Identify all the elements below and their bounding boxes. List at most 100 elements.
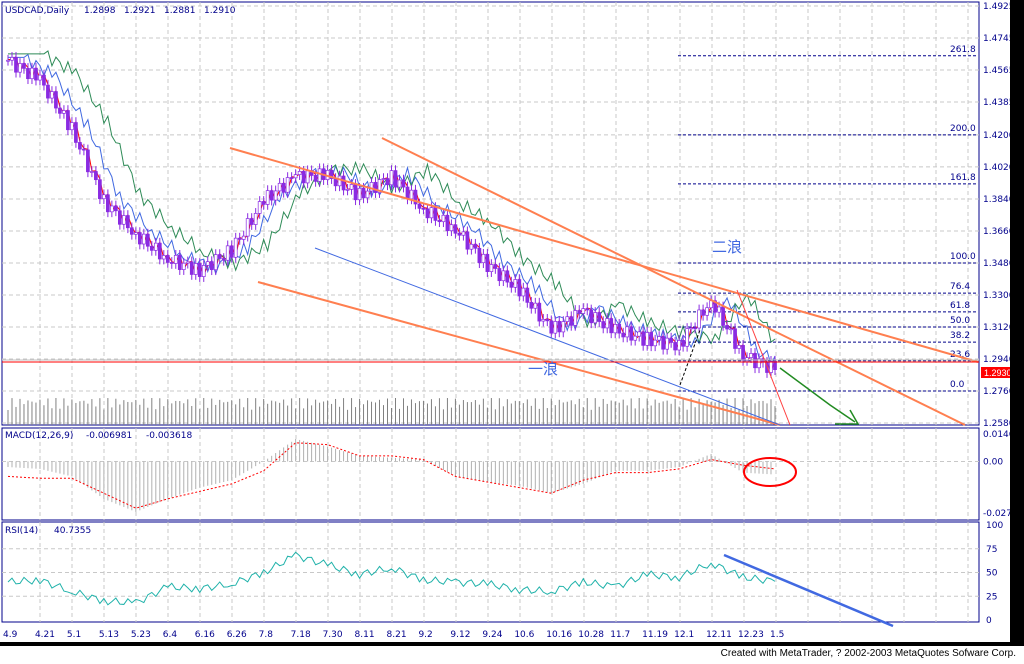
fib-level-label: 161.8 bbox=[950, 173, 976, 183]
candle-body bbox=[30, 67, 34, 80]
price-tick-label: 1.3660 bbox=[983, 227, 1015, 237]
candle-body bbox=[701, 309, 705, 316]
candle-body bbox=[645, 332, 650, 346]
candle-body bbox=[241, 235, 246, 240]
candle-body bbox=[429, 207, 434, 219]
candle-body bbox=[141, 233, 146, 245]
candle-body bbox=[90, 171, 94, 173]
candle-body bbox=[609, 318, 614, 334]
candle-body bbox=[277, 182, 282, 192]
candle-body bbox=[521, 287, 526, 297]
candle-body bbox=[281, 182, 286, 193]
rsi-tick-label: 50 bbox=[986, 569, 998, 579]
candle-body bbox=[157, 242, 162, 260]
rsi-panel bbox=[1, 521, 980, 623]
candle-body bbox=[457, 232, 462, 236]
candle-body bbox=[137, 232, 142, 245]
candle-body bbox=[657, 336, 662, 341]
fib-level-label: 61.8 bbox=[950, 301, 970, 311]
candle-body bbox=[297, 171, 302, 175]
candle-body bbox=[169, 262, 174, 264]
candle-body bbox=[529, 302, 534, 309]
candle-body bbox=[62, 110, 66, 114]
rsi-value: 40.7355 bbox=[54, 526, 91, 536]
candle-body bbox=[377, 179, 382, 193]
candle-body bbox=[229, 245, 234, 258]
candle-body bbox=[98, 179, 102, 200]
candle-body bbox=[649, 332, 654, 347]
candle-body bbox=[493, 264, 498, 269]
candle-body bbox=[517, 279, 522, 297]
candle-body bbox=[773, 360, 777, 371]
candle-body bbox=[14, 57, 18, 73]
candle-body bbox=[437, 220, 442, 223]
current-price-badge bbox=[981, 367, 1019, 378]
rsi-label: RSI(14) bbox=[5, 526, 38, 536]
candle-body bbox=[673, 342, 677, 351]
date-tick-label: 4.9 bbox=[3, 630, 18, 640]
candle-body bbox=[261, 201, 266, 205]
candle-body bbox=[485, 253, 490, 272]
date-tick-label: 7.30 bbox=[323, 630, 343, 640]
candle-body bbox=[129, 227, 134, 235]
candle-body bbox=[741, 345, 745, 361]
price-tick-label: 1.2580 bbox=[983, 419, 1015, 429]
candle-body bbox=[269, 190, 274, 201]
candle-body bbox=[729, 328, 733, 331]
candle-body bbox=[70, 122, 74, 131]
price-tick-label: 1.3300 bbox=[983, 291, 1015, 301]
macd-panel bbox=[1, 427, 980, 521]
candle-body bbox=[681, 340, 685, 347]
price-tick-label: 1.3120 bbox=[983, 323, 1015, 333]
candle-body bbox=[118, 210, 122, 225]
candle-body bbox=[225, 245, 230, 261]
candle-body bbox=[509, 281, 514, 288]
macd-signal-line bbox=[7, 442, 776, 509]
candle-body bbox=[74, 122, 78, 143]
price-tick-label: 1.4745 bbox=[983, 34, 1015, 44]
ohlc-close: 1.2910 bbox=[204, 6, 236, 16]
wave-1-label: 一浪 bbox=[528, 361, 558, 378]
candle-body bbox=[301, 171, 306, 184]
candle-body bbox=[669, 337, 673, 343]
fib-level-label: 200.0 bbox=[950, 124, 976, 134]
candle-body bbox=[361, 187, 366, 199]
candle-body bbox=[257, 201, 262, 214]
candle-body bbox=[465, 231, 470, 250]
candle-body bbox=[525, 287, 530, 303]
red-projection-line bbox=[736, 289, 791, 426]
candle-body bbox=[22, 63, 26, 69]
candle-body bbox=[165, 255, 170, 263]
candle-body bbox=[653, 339, 658, 347]
candle-body bbox=[217, 254, 222, 259]
candle-body bbox=[621, 332, 626, 338]
candle-body bbox=[469, 243, 474, 250]
candle-body bbox=[769, 360, 773, 373]
candle-body bbox=[633, 335, 638, 341]
candle-body bbox=[265, 190, 270, 205]
macd-value2: -0.003618 bbox=[146, 431, 192, 441]
candle-body bbox=[389, 170, 394, 186]
candle-body bbox=[6, 59, 10, 62]
candle-body bbox=[213, 254, 218, 271]
macd-value1: -0.006981 bbox=[86, 431, 132, 441]
candle-body bbox=[197, 263, 202, 277]
candle-body bbox=[497, 268, 502, 282]
candle-body bbox=[625, 326, 630, 338]
candle-body bbox=[345, 188, 350, 191]
date-tick-label: 9.12 bbox=[450, 630, 470, 640]
candle-body bbox=[273, 190, 278, 201]
candle-body bbox=[365, 190, 370, 199]
candle-body bbox=[597, 312, 602, 322]
candle-body bbox=[78, 142, 82, 150]
trend-line-blue bbox=[314, 247, 781, 426]
candle-body bbox=[357, 187, 362, 201]
candle-body bbox=[102, 194, 106, 200]
candle-body bbox=[289, 177, 294, 179]
candle-body bbox=[409, 189, 414, 200]
candle-body bbox=[221, 258, 226, 261]
candle-body bbox=[413, 189, 418, 205]
candle-body bbox=[541, 318, 546, 322]
candle-body bbox=[233, 237, 238, 258]
candle-body bbox=[725, 325, 729, 330]
